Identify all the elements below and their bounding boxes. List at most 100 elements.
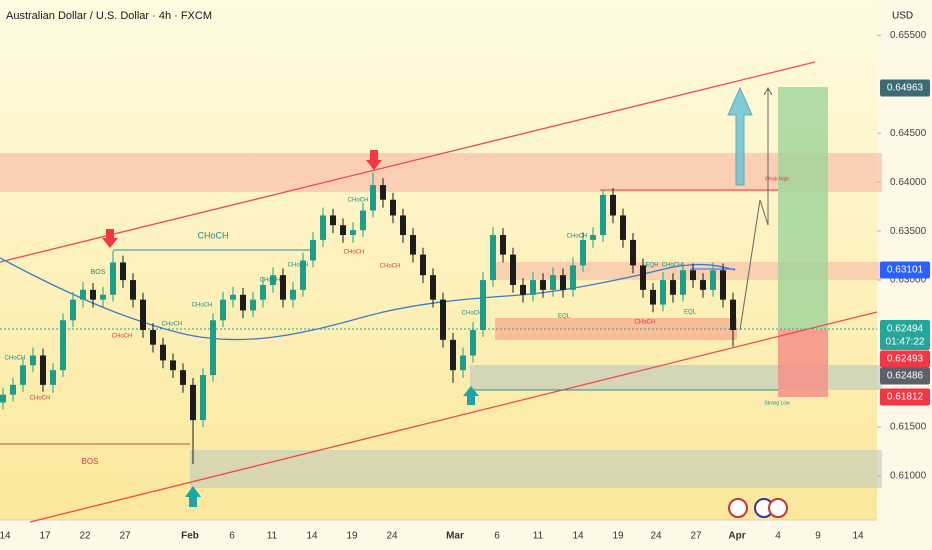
y-tick-label: 0.61000 — [890, 471, 927, 482]
structure-label: CHoCH — [30, 396, 51, 402]
candle-body — [150, 330, 156, 345]
candle-body — [330, 215, 336, 226]
price-tag-label: 0.62493 — [887, 354, 924, 365]
y-tick-label: 0.61500 — [890, 422, 927, 433]
candle-body — [630, 239, 636, 266]
currency-label: USD — [892, 11, 913, 22]
price-tag — [880, 388, 930, 406]
x-tick-label: 4 — [775, 531, 781, 542]
candle-body — [100, 294, 106, 300]
structure-label: CHoCH — [162, 322, 183, 328]
candle-body — [270, 275, 276, 285]
structure-label: Weak High — [765, 176, 790, 182]
candle-body — [670, 280, 676, 295]
candle-body — [570, 265, 576, 290]
structure-label: CHoCH — [112, 334, 133, 340]
candle-body — [10, 384, 16, 395]
candle-body — [600, 194, 606, 236]
candle-body — [710, 270, 716, 290]
candle-body — [50, 370, 56, 385]
price-tag — [880, 367, 930, 385]
candle-body — [470, 330, 476, 356]
x-tick-label: 6 — [229, 531, 235, 542]
x-tick-label: Mar — [446, 531, 464, 542]
structure-label: EQH — [645, 263, 658, 269]
candle-body — [140, 299, 146, 331]
candle-body — [640, 265, 646, 290]
candle-body — [580, 239, 586, 266]
candle-body — [730, 299, 736, 331]
projection-path — [739, 88, 769, 331]
structure-label: CHoCH — [344, 250, 365, 256]
target-arrow — [727, 86, 753, 186]
target-box — [778, 87, 828, 330]
projection-arrowhead — [763, 86, 773, 96]
y-tick-label: 0.65500 — [890, 30, 927, 41]
price-tag-label: 0.62486 — [887, 371, 924, 382]
candle-body — [20, 365, 26, 385]
price-tag-label: 0.63101 — [887, 265, 924, 276]
price-tag — [880, 79, 930, 97]
chart-title: Australian Dollar / U.S. Dollar · 4h · F… — [6, 10, 212, 22]
x-tick-label: 22 — [79, 531, 91, 542]
time-axis-background — [0, 520, 877, 550]
candle-body — [30, 355, 36, 366]
candle-body — [280, 275, 286, 300]
candle-body — [210, 320, 216, 376]
candle-body — [90, 289, 96, 300]
x-tick-label: 19 — [612, 531, 624, 542]
candle-body — [340, 225, 346, 236]
x-tick-label: 14 — [0, 531, 11, 542]
candle-body — [240, 294, 246, 311]
candle-body — [420, 254, 426, 276]
candle-body — [120, 262, 126, 281]
moving-average — [0, 257, 736, 341]
candle-body — [70, 299, 76, 321]
candle-body — [0, 394, 6, 403]
candle-body — [690, 270, 696, 281]
x-tick-label: 6 — [494, 531, 500, 542]
candle-body — [450, 339, 456, 371]
buy-arrow — [185, 486, 201, 507]
candle-body — [380, 185, 386, 200]
candle-body — [480, 280, 486, 331]
candle-body — [520, 284, 526, 295]
stop-box — [778, 330, 828, 397]
candle-body — [430, 275, 436, 300]
price-tag-label: 0.61812 — [887, 392, 924, 403]
x-tick-label: 11 — [533, 531, 544, 542]
structure-label: CHoCH — [260, 278, 281, 284]
supply-zone — [0, 153, 882, 192]
structure-label: CHoCH — [197, 230, 228, 240]
candle-body — [360, 210, 366, 231]
structure-label: CHoCH — [288, 263, 309, 269]
structure-label: CHoCH — [380, 264, 401, 270]
sell-arrow — [366, 150, 382, 170]
structure-label: BOS — [82, 457, 99, 466]
candle-body — [610, 194, 616, 216]
price-tag-label: 0.62494 — [887, 324, 924, 335]
candle-body — [540, 280, 546, 290]
demand-zone — [190, 450, 882, 488]
candle-body — [720, 270, 726, 300]
structure-label: CHoCH — [462, 311, 483, 317]
candle-body — [390, 199, 396, 216]
buy-arrow — [463, 386, 479, 405]
countdown-label: 01:47:22 — [886, 337, 925, 348]
x-tick-label: 11 — [267, 531, 278, 542]
candle-body — [460, 355, 466, 371]
candle-body — [590, 235, 596, 240]
candle-body — [370, 185, 376, 211]
candle-body — [680, 270, 686, 295]
structure-label: CHoCH — [348, 198, 369, 204]
candle-body — [130, 280, 136, 300]
candle-body — [80, 289, 86, 300]
candle-body — [220, 299, 226, 321]
candle-body — [400, 215, 406, 236]
candle-body — [300, 260, 306, 290]
price-tag — [880, 261, 930, 279]
y-tick-label: 0.64500 — [890, 128, 927, 139]
x-tick-label: 19 — [346, 531, 358, 542]
